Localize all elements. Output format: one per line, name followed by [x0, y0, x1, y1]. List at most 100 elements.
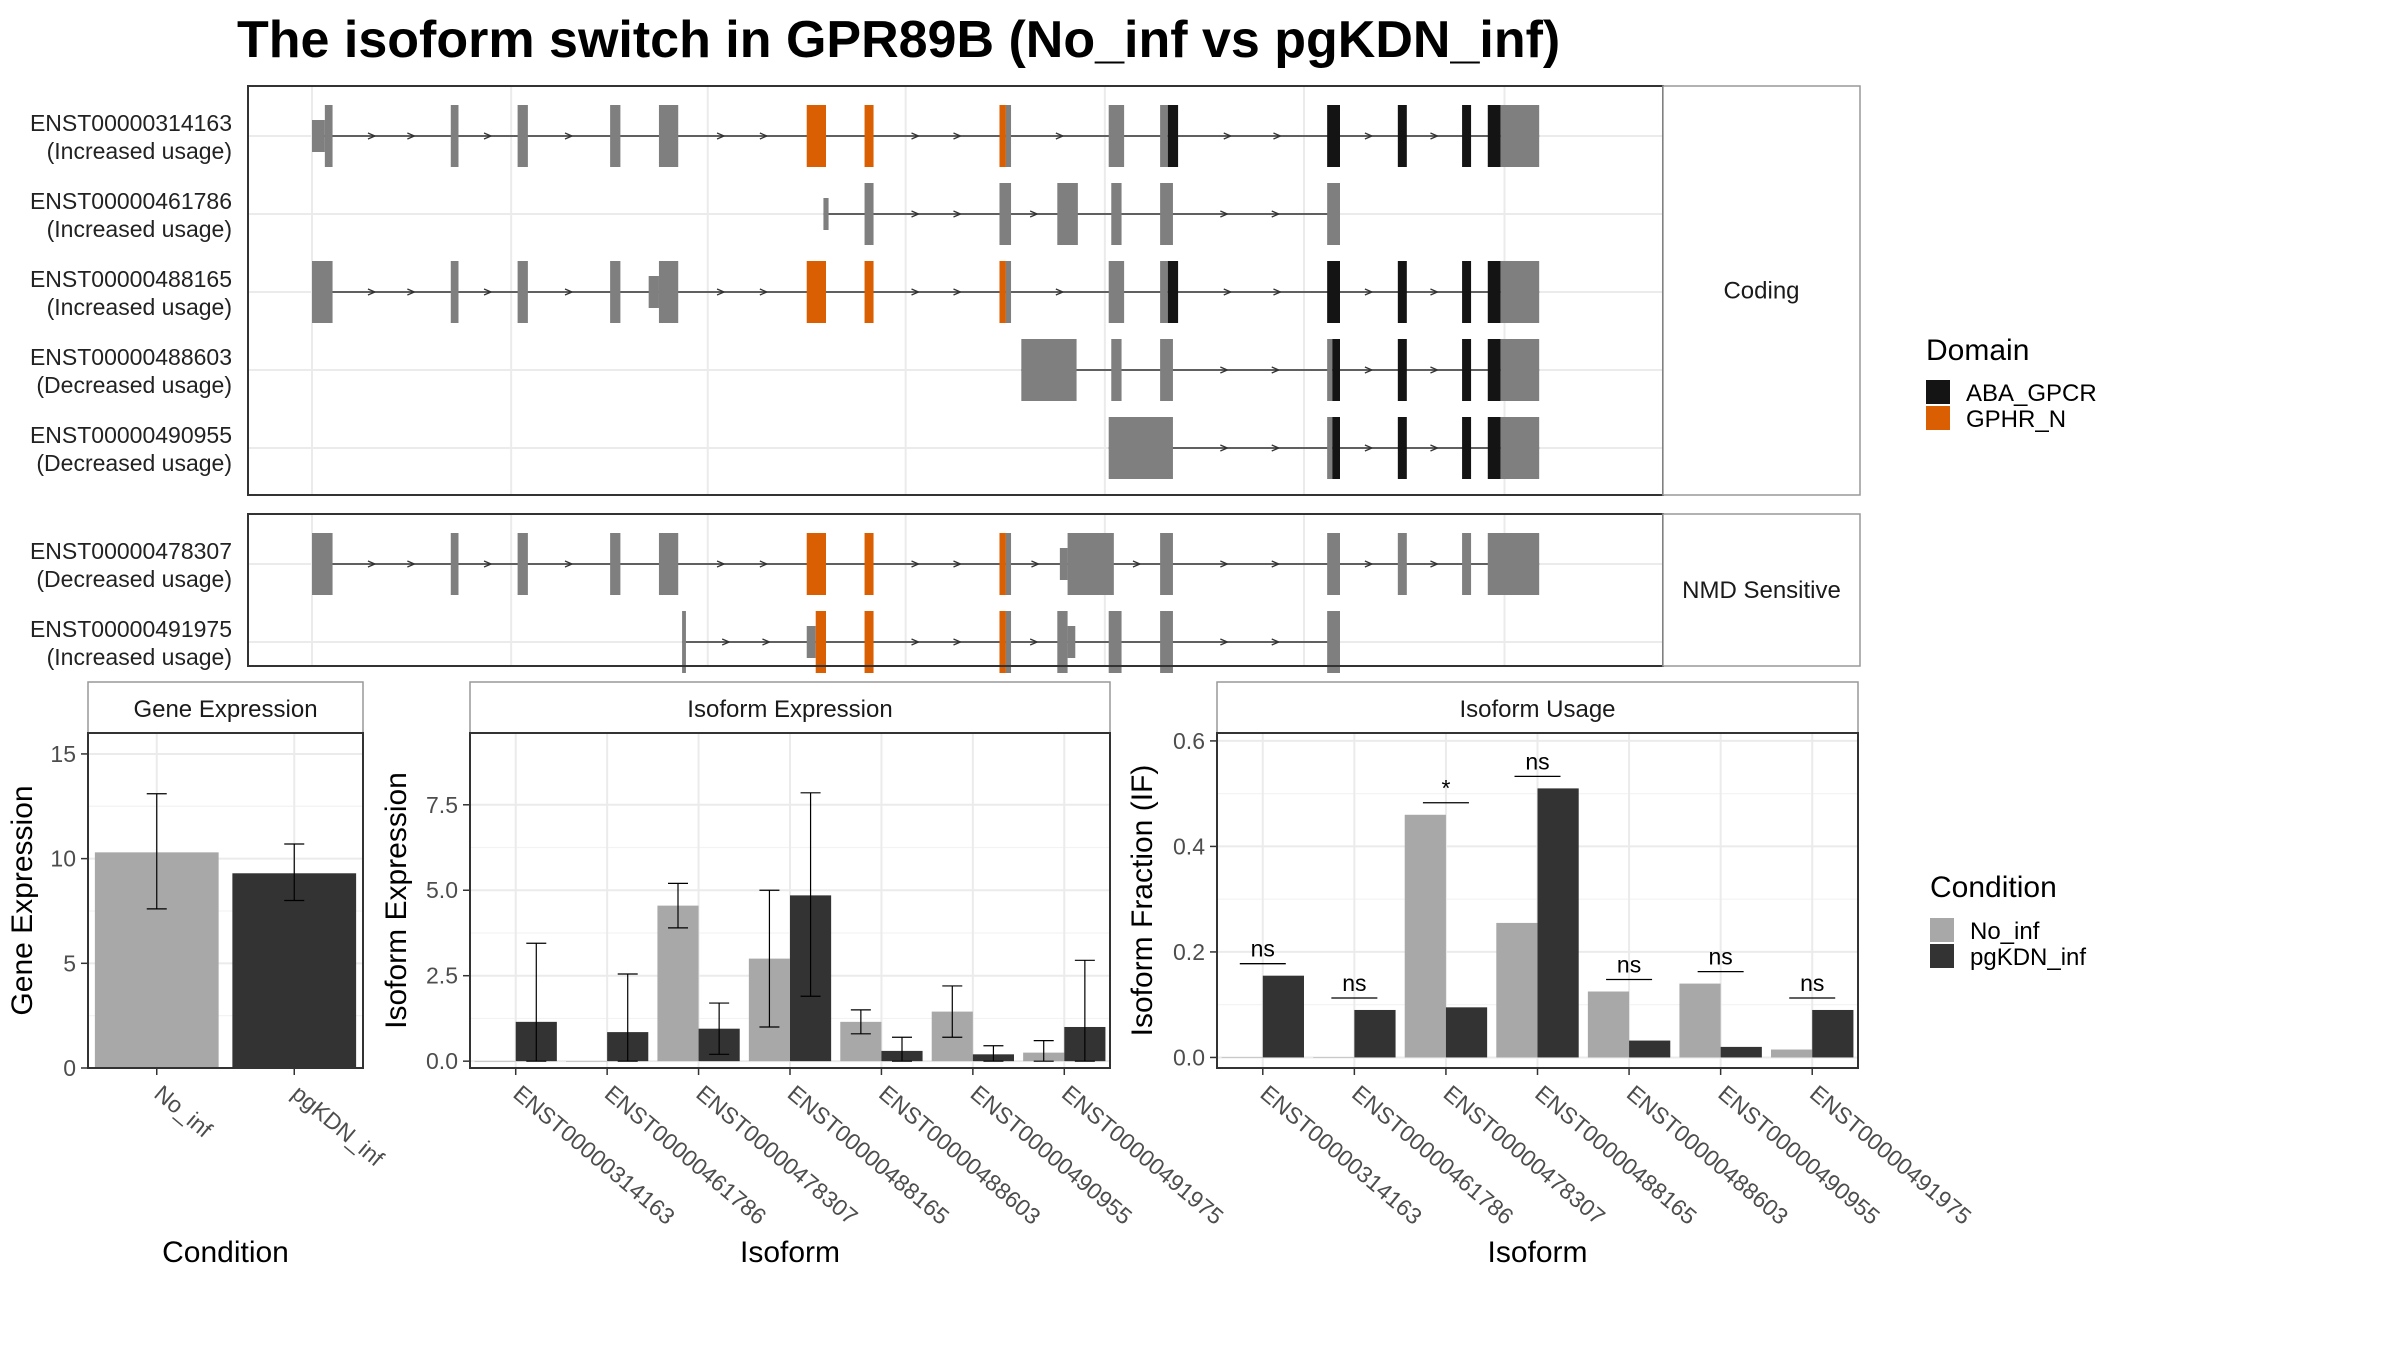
intron-direction-arrow: [1271, 366, 1281, 374]
exon-block: [312, 261, 333, 323]
intron-direction-arrow: [1430, 560, 1440, 568]
exon-block: [450, 105, 459, 167]
exon-block: [1059, 548, 1068, 580]
exon-block: [1108, 417, 1173, 479]
domain-gphr-n-block: [806, 105, 826, 167]
domain-legend-title: Domain: [1926, 334, 2029, 367]
x-tick-label: No_inf: [150, 1080, 218, 1143]
bar-pgKDN_inf: [1354, 1009, 1396, 1058]
intron-direction-arrow: [1031, 560, 1041, 568]
exon-block: [1327, 183, 1340, 245]
domain-aba-gpcr-block: [1167, 105, 1179, 167]
intron-direction-arrow: [1271, 444, 1281, 452]
facet-strip: [1662, 513, 1861, 667]
exon-block: [1111, 183, 1122, 245]
exon-block: [1067, 533, 1114, 595]
x-tick-label: ENST00000488603: [874, 1080, 1046, 1230]
intron-direction-arrow: [1271, 210, 1281, 218]
isoform-id-label: ENST00000461786: [30, 188, 232, 214]
plot-border: [87, 732, 364, 1069]
intron-direction-arrow: [1029, 210, 1039, 218]
x-axis-title: Condition: [162, 1236, 289, 1269]
intron-direction-arrow: [367, 132, 377, 140]
domain-gphr-n-block: [864, 105, 874, 167]
x-tick-label: ENST00000488165: [783, 1080, 955, 1230]
exon-block: [1397, 533, 1407, 595]
y-axis-title: Isoform Fraction (IF): [1126, 765, 1159, 1037]
isoform-id-label: ENST00000478307: [30, 538, 232, 564]
significance-label: ns: [1708, 944, 1732, 970]
intron-direction-arrow: [407, 288, 417, 296]
domain-gphr-n-block: [999, 533, 1006, 595]
exon-block: [610, 533, 621, 595]
domain-legend-key: [1926, 406, 1950, 430]
exon-block: [517, 261, 528, 323]
y-tick-label: 2.5: [426, 963, 458, 989]
intron-direction-arrow: [1364, 560, 1374, 568]
bar-pgKDN_inf: [1262, 975, 1304, 1058]
domain-aba-gpcr-block: [1462, 105, 1472, 167]
intron-direction-arrow: [911, 560, 921, 568]
x-tick-label: ENST00000314163: [509, 1080, 681, 1230]
intron-direction-arrow: [953, 210, 963, 218]
structure-group-0: ENST00000314163(Increased usage)ENST0000…: [30, 85, 1861, 496]
y-tick-label: 10: [50, 846, 76, 872]
intron-direction-arrow: [1220, 560, 1230, 568]
exon-block: [658, 261, 679, 323]
exon-block: [1500, 261, 1540, 323]
exon-block: [517, 533, 528, 595]
isoform-change-label: (Decreased usage): [36, 566, 232, 592]
figure-title: The isoform switch in GPR89B (No_inf vs …: [237, 11, 1560, 69]
facet-strip: [1216, 681, 1859, 734]
intron-direction-arrow: [953, 560, 963, 568]
bar-No_inf: [1771, 1049, 1813, 1058]
y-tick-label: 0.2: [1173, 939, 1205, 965]
intron-direction-arrow: [1220, 210, 1230, 218]
x-tick-label: ENST00000488603: [1622, 1080, 1794, 1230]
domain-aba-gpcr-block: [1167, 261, 1179, 323]
domain-gphr-n-block: [806, 261, 826, 323]
condition-legend-title: Condition: [1930, 871, 2057, 904]
isoform-id-label: ENST00000488165: [30, 266, 232, 292]
domain-gphr-n-block: [815, 611, 826, 673]
domain-gphr-n-block: [999, 611, 1006, 673]
facet-strip: [1662, 85, 1861, 496]
intron-direction-arrow: [911, 210, 921, 218]
domain-gphr-n-block: [999, 261, 1006, 323]
exon-block: [610, 261, 621, 323]
exon-block: [1067, 626, 1076, 658]
intron-direction-arrow: [483, 132, 493, 140]
y-tick-label: 7.5: [426, 792, 458, 818]
facet-strip-label: NMD Sensitive: [1682, 577, 1841, 604]
y-tick-label: 0.0: [1173, 1044, 1205, 1070]
intron-direction-arrow: [407, 132, 417, 140]
isoform-change-label: (Increased usage): [47, 216, 232, 242]
isoform-structure-panel: ENST00000314163(Increased usage)ENST0000…: [30, 85, 1861, 673]
bar-pgKDN_inf: [1629, 1040, 1671, 1058]
isoform-id-label: ENST00000314163: [30, 110, 232, 136]
domain-aba-gpcr-block: [1462, 261, 1472, 323]
intron-direction-arrow: [1364, 444, 1374, 452]
y-tick-label: 0.4: [1173, 833, 1205, 859]
exon-block: [1005, 105, 1012, 167]
significance-label: ns: [1617, 952, 1641, 978]
bar-No_inf: [1679, 983, 1721, 1058]
exon-block: [1108, 261, 1125, 323]
y-axis-title: Gene Expression: [6, 785, 39, 1015]
intron-direction-arrow: [953, 638, 963, 646]
exon-block: [324, 105, 333, 167]
domain-aba-gpcr-block: [1487, 105, 1501, 167]
bar-No_inf: [566, 1061, 608, 1062]
intron-direction-arrow: [564, 288, 574, 296]
exon-block: [1500, 105, 1540, 167]
domain-gphr-n-block: [864, 261, 874, 323]
domain-aba-gpcr-block: [1397, 261, 1407, 323]
intron-direction-arrow: [367, 288, 377, 296]
intron-direction-arrow: [759, 288, 769, 296]
bar-No_inf: [1404, 814, 1446, 1058]
isoform-id-label: ENST00000491975: [30, 616, 232, 642]
exon-block: [823, 198, 829, 230]
intron-direction-arrow: [716, 132, 726, 140]
intron-direction-arrow: [721, 638, 731, 646]
domain-legend-key: [1926, 380, 1950, 404]
